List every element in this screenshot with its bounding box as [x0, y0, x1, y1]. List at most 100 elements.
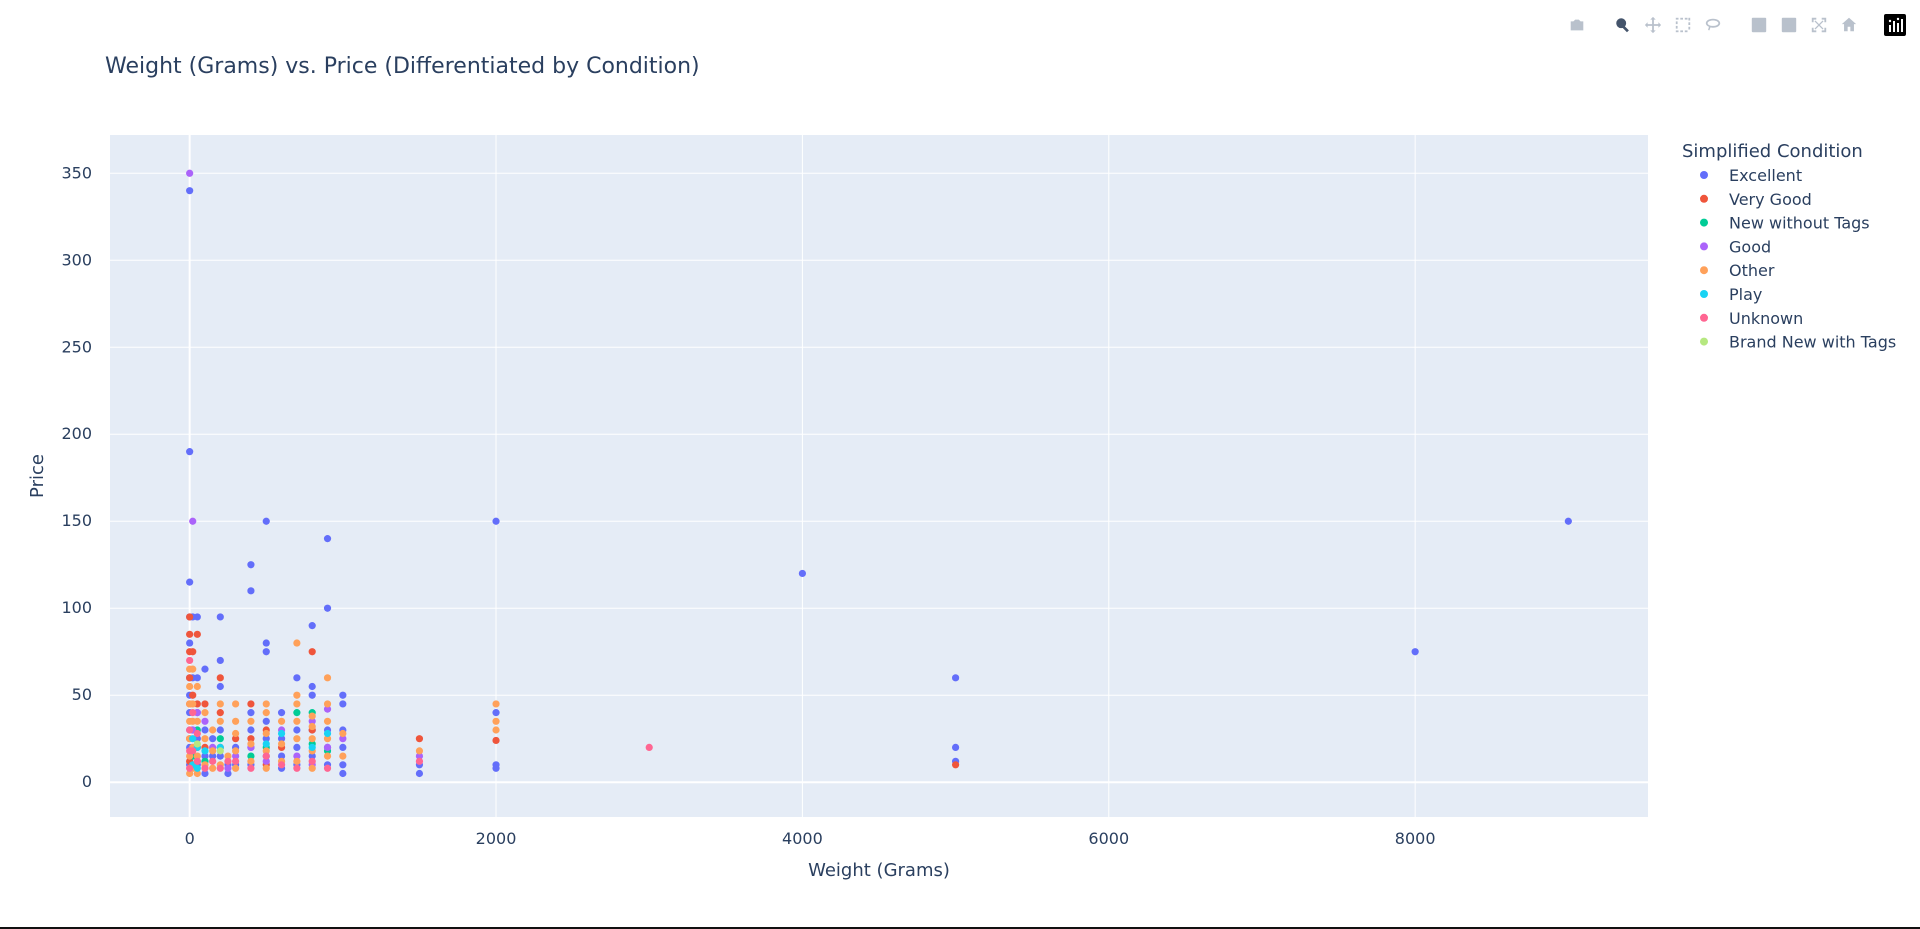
x-tick-label: 6000: [1088, 829, 1129, 848]
data-point: [1411, 648, 1419, 656]
legend-label: Good: [1729, 237, 1771, 256]
reset-axes-button[interactable]: [1834, 12, 1864, 38]
plotly-logo-button[interactable]: [1880, 12, 1910, 38]
data-point: [951, 761, 960, 769]
legend-marker: [1700, 313, 1708, 322]
data-point: [209, 735, 217, 743]
zoom-button[interactable]: [1608, 12, 1638, 38]
data-point: [186, 613, 194, 621]
data-point: [201, 764, 209, 772]
data-point: [193, 752, 201, 760]
legend: Simplified Condition Excellent Very Good N…: [1682, 141, 1896, 352]
data-point: [232, 757, 240, 765]
legend-item[interactable]: Other: [1700, 261, 1775, 280]
data-point: [186, 639, 194, 647]
data-point: [262, 517, 270, 525]
pan-button[interactable]: [1638, 12, 1668, 38]
data-point: [339, 752, 347, 760]
data-point: [186, 764, 194, 772]
legend-label: Play: [1729, 285, 1762, 304]
data-point: [323, 535, 332, 543]
data-point: [232, 735, 240, 743]
legend-marker: [1700, 290, 1708, 298]
data-point: [293, 717, 301, 725]
data-point: [186, 169, 194, 177]
data-point: [232, 729, 240, 738]
zoom-out-button[interactable]: [1774, 12, 1804, 38]
data-point: [492, 736, 500, 745]
legend-marker: [1700, 194, 1708, 203]
data-point: [247, 735, 255, 743]
data-point: [216, 764, 224, 772]
data-point: [247, 764, 255, 772]
data-point: [201, 665, 209, 673]
legend-label: Very Good: [1729, 190, 1812, 209]
data-points: [186, 169, 1572, 778]
box-select-button[interactable]: [1668, 12, 1698, 38]
legend-item[interactable]: Brand New with Tags: [1700, 333, 1896, 352]
data-point: [323, 700, 332, 708]
legend-item[interactable]: Play: [1700, 285, 1762, 304]
data-point: [209, 726, 217, 734]
data-point: [247, 587, 255, 595]
data-point: [247, 752, 255, 760]
y-tick-label: 0: [82, 772, 92, 791]
data-point: [492, 717, 500, 725]
autoscale-button[interactable]: [1804, 12, 1834, 38]
legend-item[interactable]: New without Tags: [1700, 214, 1870, 233]
data-point: [247, 717, 255, 725]
camera-button[interactable]: [1562, 12, 1592, 38]
modebar-group: [1608, 12, 1728, 38]
data-point: [262, 757, 270, 765]
legend-label: New without Tags: [1729, 214, 1870, 233]
data-point: [645, 743, 653, 752]
data-point: [247, 740, 255, 748]
data-point: [193, 613, 201, 621]
data-point: [308, 764, 316, 772]
data-point: [492, 700, 500, 708]
data-point: [186, 578, 194, 586]
data-point: [262, 639, 270, 647]
data-point: [415, 747, 424, 755]
lasso-select-button[interactable]: [1698, 12, 1728, 38]
series: [193, 740, 224, 755]
data-point: [492, 726, 500, 734]
data-point: [201, 700, 209, 708]
data-point: [492, 709, 500, 717]
y-tick-label: 100: [61, 598, 92, 617]
data-point: [492, 764, 500, 772]
modebar-group: [1880, 12, 1910, 38]
data-point: [209, 757, 217, 765]
data-point: [232, 752, 240, 760]
data-point: [209, 747, 217, 755]
data-point: [189, 735, 197, 743]
chart-title: Weight (Grams) vs. Price (Differentiated…: [105, 54, 700, 79]
zoom-out-icon: [1781, 17, 1797, 33]
legend-label: Excellent: [1729, 166, 1802, 185]
legend-item[interactable]: Unknown: [1700, 309, 1803, 328]
data-point: [293, 752, 301, 760]
data-point: [308, 743, 316, 752]
data-point: [201, 726, 209, 734]
reset-axes-icon: [1841, 17, 1857, 32]
legend-item[interactable]: Very Good: [1700, 190, 1812, 209]
data-point: [186, 726, 194, 734]
data-point: [232, 700, 240, 708]
data-point: [262, 700, 270, 708]
data-point: [247, 757, 255, 765]
data-point: [339, 691, 347, 699]
legend-item[interactable]: Good: [1700, 237, 1771, 256]
box-select-icon: [1675, 17, 1691, 33]
data-point: [262, 740, 270, 748]
data-point: [323, 674, 332, 682]
x-tick-label: 2000: [476, 829, 517, 848]
legend-item[interactable]: Excellent: [1700, 166, 1802, 185]
data-point: [216, 656, 224, 665]
data-point: [415, 735, 424, 743]
data-point: [186, 656, 194, 665]
data-point: [189, 517, 197, 525]
data-point: [277, 709, 286, 717]
plot-area[interactable]: [110, 135, 1648, 817]
zoom-in-button[interactable]: [1744, 12, 1774, 38]
x-axis-ticks: 0 2000 4000 6000 8000: [185, 829, 1436, 848]
